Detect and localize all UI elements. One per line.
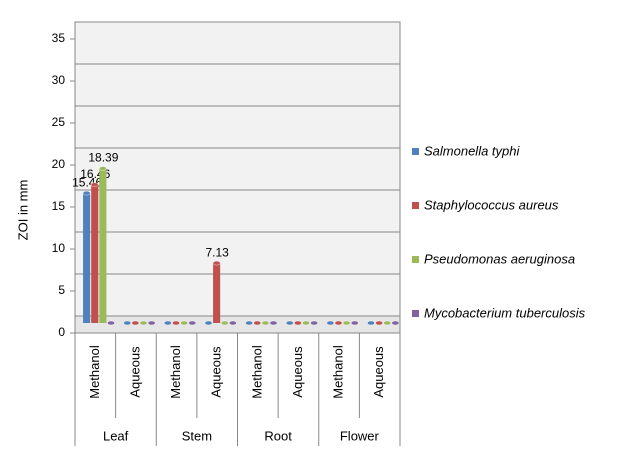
x-tick-label: Methanol <box>168 345 183 399</box>
bar-cap <box>180 320 188 326</box>
bar <box>91 184 99 323</box>
legend-label: Salmonella typhi <box>424 143 520 158</box>
x-tick-label: Aqueous <box>371 346 386 398</box>
x-tick-label: Methanol <box>331 345 346 399</box>
plot-wall <box>74 21 401 334</box>
bar-cap <box>147 320 156 326</box>
legend-label: Mycobacterium tuberculosis <box>424 305 586 320</box>
bar-cap <box>99 166 107 171</box>
y-axis-label: ZOI in mm <box>15 180 30 241</box>
y-tick-label: 30 <box>52 73 66 87</box>
bar-cap <box>188 320 197 326</box>
x-tick-label: Aqueous <box>290 346 305 398</box>
bar-cap <box>367 320 375 326</box>
group-label: Stem <box>182 428 212 443</box>
bar-cap <box>82 190 91 196</box>
bar-cap <box>302 320 310 326</box>
legend-swatch <box>412 256 419 263</box>
y-tick-label: 15 <box>52 199 66 213</box>
bar-cap <box>342 320 351 326</box>
bar-cap <box>334 320 343 326</box>
x-tick-label: Methanol <box>249 345 264 399</box>
bar <box>213 263 221 323</box>
group-label: Flower <box>340 428 380 443</box>
bar <box>83 193 91 323</box>
bar <box>99 168 107 323</box>
bar-cap <box>375 320 383 326</box>
bar-cap <box>212 260 221 266</box>
bar-cap <box>90 182 99 187</box>
bar-cap <box>220 320 229 326</box>
group-label: Root <box>264 428 292 443</box>
legend-label: Staphylococcus aureus <box>424 197 559 212</box>
bar-cap <box>131 320 140 326</box>
bar-cap <box>245 320 253 326</box>
x-tick-label: Methanol <box>87 345 102 399</box>
bar-cap <box>326 320 335 326</box>
data-label: 7.13 <box>205 245 229 259</box>
y-tick-label: 0 <box>58 325 65 339</box>
bar-cap <box>285 320 294 326</box>
legend-swatch <box>412 202 419 209</box>
y-tick-label: 35 <box>52 31 66 45</box>
x-tick-label: Aqueous <box>127 346 142 398</box>
bar-cap <box>391 320 400 326</box>
legend-label: Pseudomonas aeruginosa <box>424 251 575 266</box>
bar-cap <box>123 320 132 326</box>
y-tick-label: 5 <box>58 283 65 297</box>
bar-cap <box>350 320 359 326</box>
bar-cap <box>164 320 172 326</box>
bar-cap <box>253 320 262 326</box>
bar-cap <box>139 320 148 326</box>
legend-swatch <box>412 310 419 317</box>
x-tick-label: Aqueous <box>209 346 224 398</box>
legend-swatch <box>412 148 419 155</box>
y-tick-label: 25 <box>52 115 66 129</box>
data-label: 18.39 <box>88 151 118 165</box>
bar-cap <box>310 320 318 326</box>
bar-cap <box>229 320 237 326</box>
y-tick-label: 10 <box>52 241 66 255</box>
bar-cap <box>204 320 213 326</box>
group-label: Leaf <box>103 428 129 443</box>
bar-cap <box>261 320 270 326</box>
y-tick-label: 20 <box>52 157 66 171</box>
plot-floor <box>74 315 401 334</box>
bar-cap <box>269 320 278 326</box>
bar-cap <box>383 320 392 326</box>
bar-cap <box>294 320 302 326</box>
bar-cap <box>107 320 115 326</box>
bar-cap <box>172 320 180 326</box>
